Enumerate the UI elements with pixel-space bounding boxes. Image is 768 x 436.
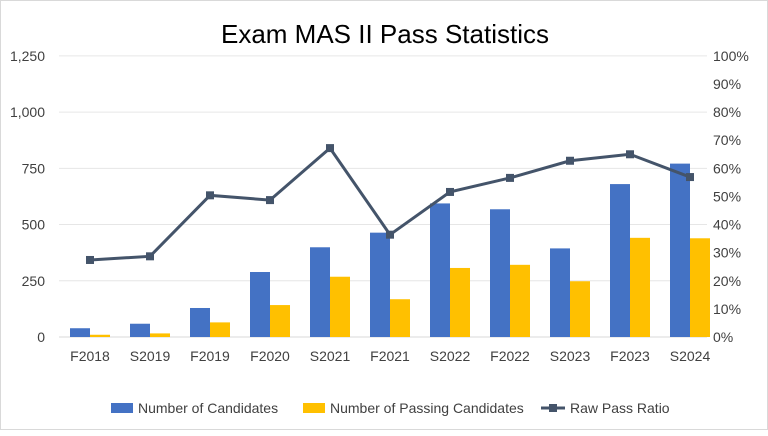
y2-tick-label: 30% (713, 245, 741, 261)
bar-passing (690, 238, 710, 337)
y-tick-label: 0 (37, 329, 45, 345)
y-tick-label: 1,250 (10, 48, 45, 64)
y-tick-label: 1,000 (10, 104, 45, 120)
pass-ratio-marker (566, 156, 574, 165)
legend-label: Number of Candidates (138, 400, 278, 416)
y2-tick-label: 0% (713, 329, 733, 345)
bar-passing (570, 281, 590, 337)
legend-label: Raw Pass Ratio (570, 400, 670, 416)
legend-label: Number of Passing Candidates (330, 400, 524, 416)
bar-candidates (370, 232, 390, 337)
x-tick-label: S2023 (550, 348, 591, 364)
bar-passing (330, 276, 350, 337)
bar-candidates (550, 248, 570, 337)
x-tick-label: S2021 (310, 348, 351, 364)
pass-ratio-marker (86, 255, 94, 264)
bar-passing (390, 299, 410, 337)
bar-candidates (670, 163, 690, 337)
legend-marker (549, 404, 557, 412)
x-tick-label: F2018 (70, 348, 110, 364)
x-tick-label: F2020 (250, 348, 290, 364)
pass-ratio-marker (326, 144, 334, 153)
y2-tick-label: 100% (713, 48, 749, 64)
bar-candidates (190, 307, 210, 337)
bar-passing (510, 264, 530, 337)
bar-candidates (130, 323, 150, 337)
pass-ratio-marker (626, 150, 634, 159)
bar-candidates (430, 203, 450, 337)
y2-tick-label: 40% (713, 217, 741, 233)
bar-passing (630, 237, 650, 337)
y-tick-label: 750 (22, 160, 46, 176)
bar-candidates (610, 184, 630, 337)
pass-ratio-marker (386, 230, 394, 239)
bar-passing (150, 333, 170, 337)
y2-tick-label: 20% (713, 273, 741, 289)
pass-ratio-marker (686, 173, 694, 182)
bar-passing (90, 334, 110, 337)
bar-passing (450, 267, 470, 337)
y2-tick-label: 90% (713, 76, 741, 92)
legend-swatch (303, 403, 325, 413)
pass-ratio-marker (506, 173, 514, 182)
x-tick-label: S2024 (670, 348, 711, 364)
bar-passing (270, 305, 290, 337)
legend-swatch (111, 403, 133, 413)
chart-title: Exam MAS II Pass Statistics (221, 19, 549, 49)
bar-candidates (70, 328, 90, 337)
y2-tick-label: 60% (713, 160, 741, 176)
x-tick-label: F2021 (370, 348, 410, 364)
y-tick-label: 500 (22, 217, 46, 233)
y2-tick-label: 70% (713, 132, 741, 148)
bar-candidates (490, 209, 510, 337)
pass-ratio-marker (266, 196, 274, 205)
bar-candidates (250, 272, 270, 337)
pass-ratio-marker (146, 252, 154, 261)
pass-ratio-marker (446, 187, 454, 196)
bar-candidates (310, 247, 330, 337)
bar-passing (210, 322, 230, 337)
y-tick-label: 250 (22, 273, 46, 289)
x-tick-label: F2023 (610, 348, 650, 364)
x-tick-label: F2022 (490, 348, 530, 364)
pass-ratio-marker (206, 191, 214, 200)
y2-tick-label: 10% (713, 301, 741, 317)
y2-tick-label: 50% (713, 188, 741, 204)
y2-tick-label: 80% (713, 104, 741, 120)
x-tick-label: S2022 (430, 348, 471, 364)
x-tick-label: F2019 (190, 348, 230, 364)
x-tick-label: S2019 (130, 348, 171, 364)
